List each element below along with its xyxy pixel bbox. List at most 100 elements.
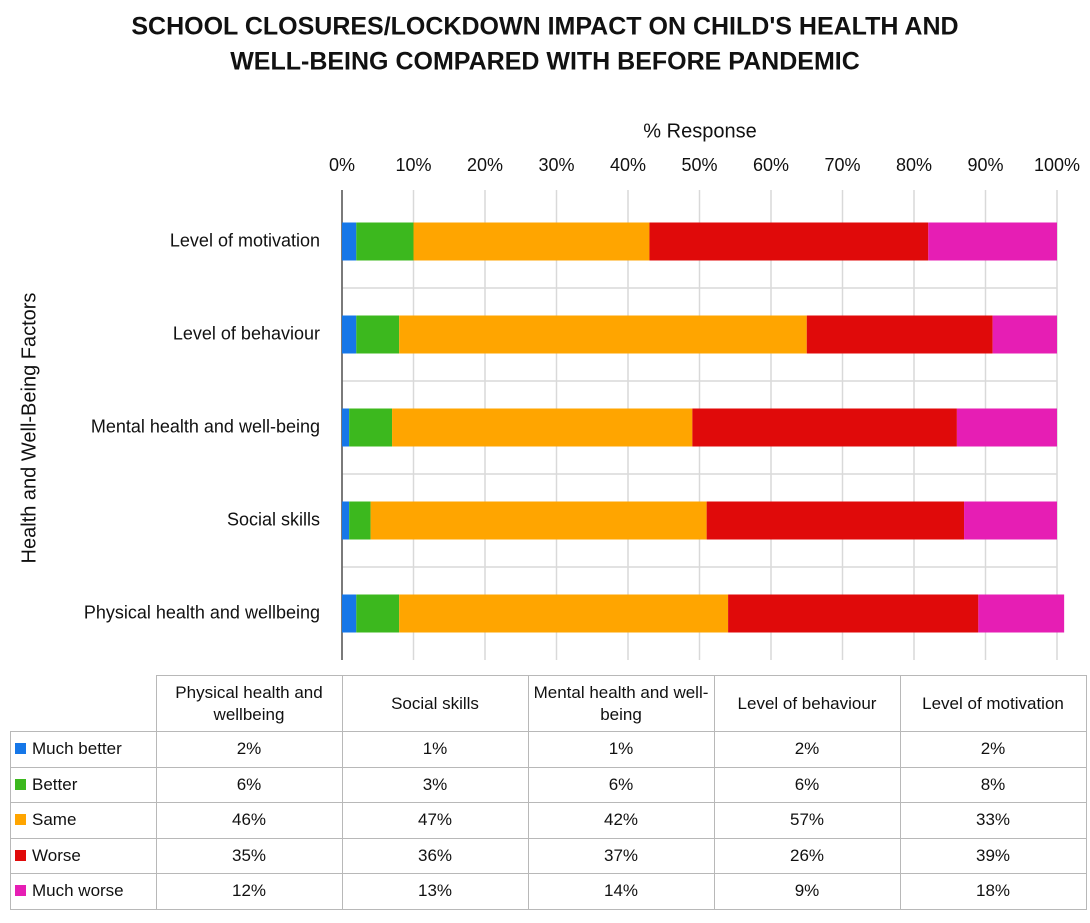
data-table: Physical health and wellbeing Social skil…: [10, 675, 1087, 910]
table-cell: 57%: [713, 802, 901, 839]
x-tick-label: 10%: [395, 155, 431, 175]
table-cell: 42%: [527, 802, 715, 839]
bar-segment: [392, 408, 693, 447]
y-tick-label: Physical health and wellbeing: [84, 602, 320, 622]
x-tick-label: 50%: [681, 155, 717, 175]
table-corner: [11, 676, 157, 732]
bar-segment: [706, 501, 965, 540]
table-cell: 12%: [155, 873, 343, 910]
x-tick-label: 20%: [467, 155, 503, 175]
table-header-row: Physical health and wellbeing Social skil…: [11, 675, 1087, 732]
bar-segment: [928, 222, 1057, 261]
table-row-label: Much better: [10, 731, 157, 768]
table-cell: 6%: [713, 766, 901, 803]
bar-segment: [692, 408, 957, 447]
y-tick-label: Mental health and well-being: [91, 416, 320, 436]
table-cell: 13%: [341, 873, 529, 910]
table-cell: 33%: [899, 802, 1087, 839]
table-row: Worse 35% 36% 37% 26% 39%: [10, 837, 1087, 874]
bar-segment: [399, 594, 729, 633]
table-header-cell: Social skills: [341, 675, 529, 732]
table-header-cell: Mental health and well-being: [527, 675, 715, 732]
legend-label: Much better: [32, 739, 122, 759]
table-cell: 37%: [527, 837, 715, 874]
table-row-label: Better: [10, 766, 157, 803]
x-tick-label: 80%: [896, 155, 932, 175]
table-cell: 6%: [527, 766, 715, 803]
x-tick-label: 40%: [610, 155, 646, 175]
legend-label: Better: [32, 774, 78, 794]
bar-segment: [370, 501, 707, 540]
bar-segment: [349, 408, 393, 447]
x-tick-label: 30%: [538, 155, 574, 175]
table-header-cell: Physical health and wellbeing: [155, 675, 343, 732]
bar-segment: [356, 315, 400, 354]
chart: SCHOOL CLOSURES/LOCKDOWN IMPACT ON CHILD…: [18, 13, 1080, 660]
bar-segment: [399, 315, 807, 354]
x-tick-label: 100%: [1034, 155, 1080, 175]
table-cell: 3%: [341, 766, 529, 803]
bar-segment: [956, 408, 1057, 447]
x-tick-label: 0%: [329, 155, 355, 175]
y-axis-title: Health and Well-Being Factors: [18, 293, 40, 564]
table-cell: 39%: [899, 837, 1087, 874]
bar-segment: [356, 594, 400, 633]
table-cell: 8%: [899, 766, 1087, 803]
chart-title: WELL-BEING COMPARED WITH BEFORE PANDEMIC: [230, 48, 860, 76]
bar-segment: [342, 408, 350, 447]
bar-segment: [342, 594, 357, 633]
chart-title: SCHOOL CLOSURES/LOCKDOWN IMPACT ON CHILD…: [131, 13, 958, 41]
legend-label: Much worse: [32, 881, 124, 901]
table-row: Much worse 12% 13% 14% 9% 18%: [10, 873, 1087, 910]
legend-label: Worse: [32, 845, 81, 865]
table-row-label: Same: [10, 802, 157, 839]
legend-swatch: [15, 743, 26, 755]
bar-segment: [964, 501, 1057, 540]
table-cell: 6%: [155, 766, 343, 803]
bar-segment: [342, 501, 350, 540]
bar-segment: [978, 594, 1065, 633]
bar-segment: [649, 222, 929, 261]
table-cell: 2%: [713, 731, 901, 768]
table-row-label: Much worse: [10, 873, 157, 910]
legend-label: Same: [32, 810, 77, 830]
table-row: Much better 2% 1% 1% 2% 2%: [10, 731, 1087, 768]
bar-segment: [342, 315, 357, 354]
x-tick-label: 70%: [824, 155, 860, 175]
table-cell: 1%: [341, 731, 529, 768]
table-header-cell: Level of motivation: [899, 675, 1087, 732]
legend-swatch: [15, 885, 26, 897]
y-tick-label: Level of behaviour: [173, 323, 320, 343]
table-cell: 35%: [155, 837, 343, 874]
bar-segment: [356, 222, 414, 261]
table-cell: 9%: [713, 873, 901, 910]
table-cell: 2%: [899, 731, 1087, 768]
x-axis-title: % Response: [643, 120, 756, 142]
legend-swatch: [15, 814, 26, 826]
table-cell: 36%: [341, 837, 529, 874]
table-cell: 47%: [341, 802, 529, 839]
x-tick-label: 90%: [967, 155, 1003, 175]
table-cell: 18%: [899, 873, 1087, 910]
table-header-cell: Level of behaviour: [713, 675, 901, 732]
bar-segment: [728, 594, 979, 633]
bar-segment: [992, 315, 1057, 354]
table-row-label: Worse: [10, 837, 157, 874]
legend-swatch: [15, 849, 26, 861]
bar-segment: [342, 222, 357, 261]
bar-segment: [349, 501, 371, 540]
table-cell: 26%: [713, 837, 901, 874]
bar-segment: [413, 222, 650, 261]
table-row: Same 46% 47% 42% 57% 33%: [10, 802, 1087, 839]
table-cell: 2%: [155, 731, 343, 768]
table-cell: 14%: [527, 873, 715, 910]
table-cell: 46%: [155, 802, 343, 839]
bar-segment: [806, 315, 993, 354]
y-tick-label: Level of motivation: [170, 230, 320, 250]
y-tick-label: Social skills: [227, 509, 320, 529]
x-tick-label: 60%: [753, 155, 789, 175]
legend-swatch: [15, 778, 26, 790]
table-row: Better 6% 3% 6% 6% 8%: [10, 766, 1087, 803]
table-cell: 1%: [527, 731, 715, 768]
